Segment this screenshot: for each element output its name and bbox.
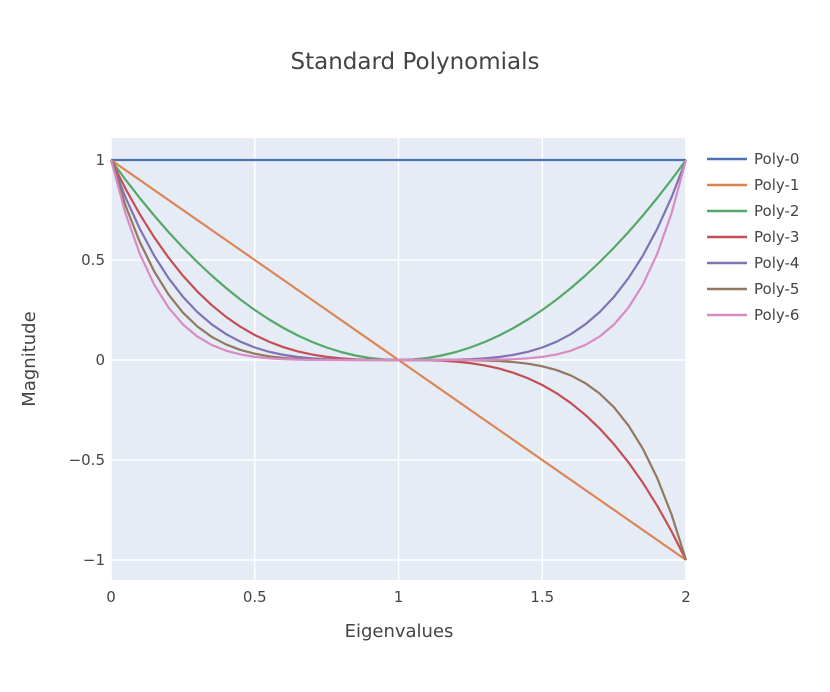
x-tick-labels: 0 0.5 1 1.5 2 <box>106 588 691 606</box>
legend-item-poly-3[interactable]: Poly-3 <box>707 228 799 246</box>
y-tick-label: 0 <box>95 351 105 369</box>
legend-label: Poly-0 <box>754 150 799 168</box>
legend-item-poly-1[interactable]: Poly-1 <box>707 176 799 194</box>
legend-label: Poly-5 <box>754 280 799 298</box>
series-line-poly-6 <box>109 159 688 362</box>
series-lines <box>109 158 688 561</box>
x-tick-label: 2 <box>681 588 691 606</box>
x-axis-title: Eigenvalues <box>345 621 454 642</box>
y-axis-title: Magnitude <box>19 311 40 406</box>
legend-item-poly-0[interactable]: Poly-0 <box>707 150 799 168</box>
legend-label: Poly-4 <box>754 254 799 272</box>
x-tick-label: 0 <box>106 588 116 606</box>
legend-item-poly-6[interactable]: Poly-6 <box>707 306 799 324</box>
y-tick-label: 0.5 <box>81 251 105 269</box>
x-tick-label: 0.5 <box>243 588 267 606</box>
y-tick-label: −1 <box>83 551 105 569</box>
legend-label: Poly-1 <box>754 176 799 194</box>
y-tick-label: 1 <box>95 151 105 169</box>
y-tick-label: −0.5 <box>69 451 105 469</box>
legend[interactable]: Poly-0 Poly-1 Poly-2 Poly-3 Poly-4 Poly-5 Poly… <box>707 150 799 324</box>
x-tick-label: 1.5 <box>530 588 554 606</box>
legend-item-poly-4[interactable]: Poly-4 <box>707 254 799 272</box>
legend-item-poly-5[interactable]: Poly-5 <box>707 280 799 298</box>
legend-label: Poly-3 <box>754 228 799 246</box>
chart-title: Standard Polynomials <box>291 49 540 75</box>
legend-label: Poly-2 <box>754 202 799 220</box>
legend-item-poly-2[interactable]: Poly-2 <box>707 202 799 220</box>
y-tick-labels: −1 −0.5 0 0.5 1 <box>69 151 105 569</box>
x-tick-label: 1 <box>394 588 404 606</box>
legend-label: Poly-6 <box>754 306 799 324</box>
